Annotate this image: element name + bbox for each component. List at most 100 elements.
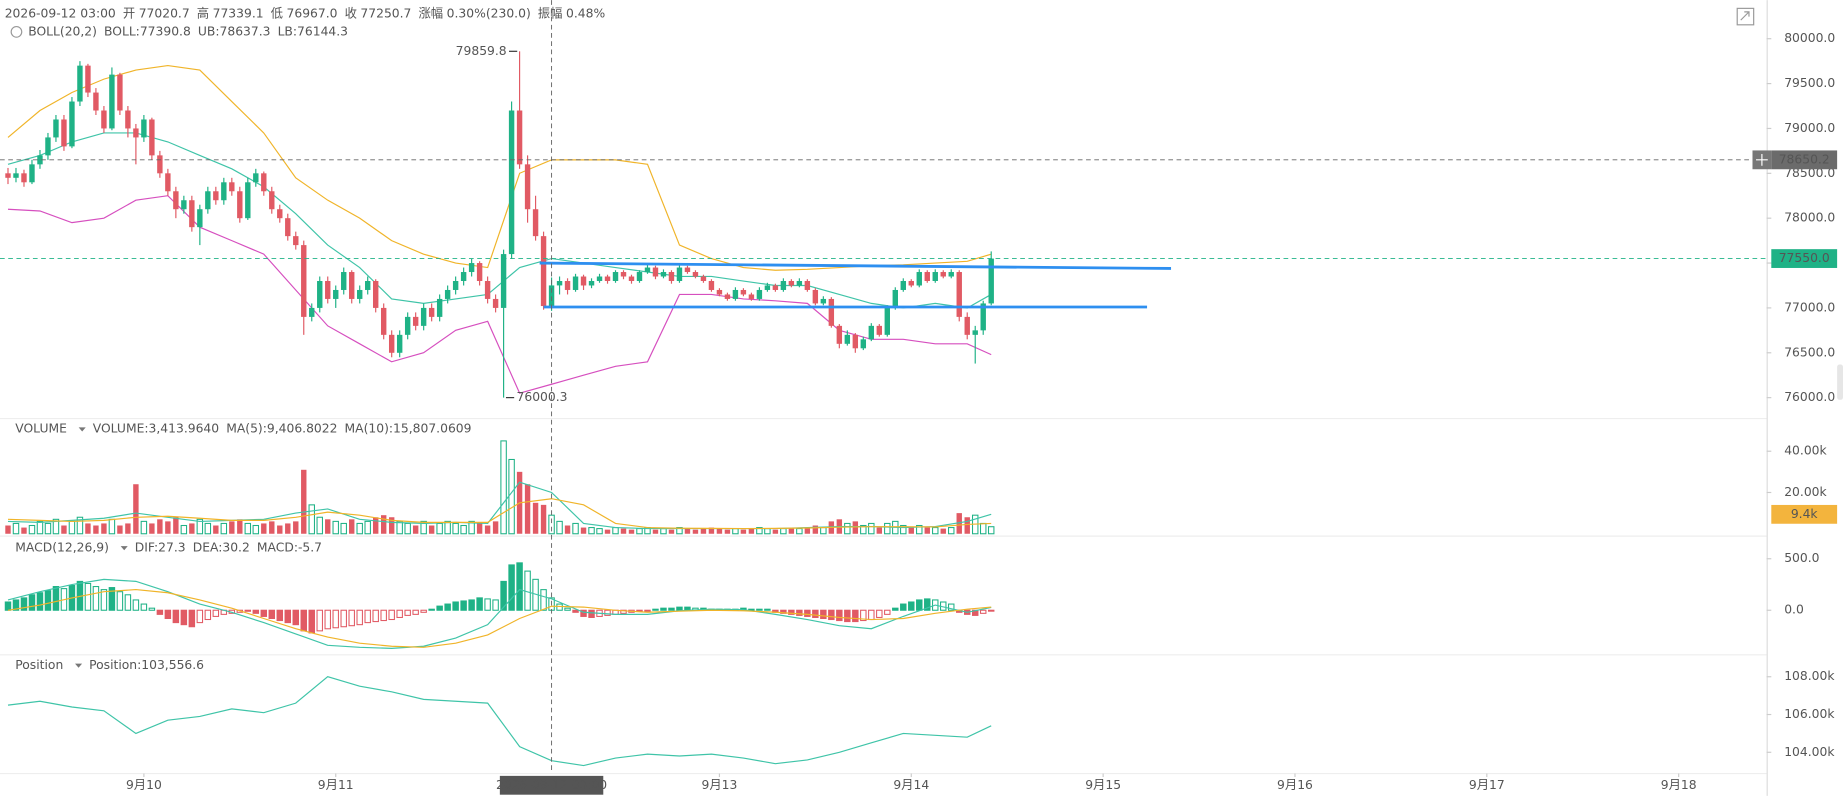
candle-body [165, 173, 171, 192]
candle-body [756, 289, 763, 299]
volume-bar [44, 522, 52, 535]
legend-item: VOLUME:3,413.9640 [93, 422, 220, 436]
candle-body [77, 65, 83, 102]
candle-body [444, 289, 451, 299]
candle-body [221, 182, 227, 201]
macd-bar [987, 609, 995, 612]
volume-bar [724, 529, 731, 534]
candle-body [540, 236, 547, 307]
candle-body [404, 316, 411, 335]
volume-bar [244, 522, 252, 535]
volume-bar [165, 521, 171, 534]
macd-bar [604, 609, 611, 616]
volume-bar [604, 529, 611, 534]
indicator-close-icon[interactable] [10, 25, 23, 38]
candle-body [916, 272, 922, 286]
macd-bar [852, 609, 859, 623]
candle-body [692, 272, 699, 277]
volume-bar [220, 522, 228, 535]
candle-body [420, 307, 427, 326]
header-label: 开 [123, 7, 135, 21]
candle-body [301, 245, 307, 317]
macd-bar [828, 609, 835, 621]
candle-body [500, 254, 507, 308]
macd-bar [524, 570, 531, 611]
macd-bar [108, 587, 116, 611]
volume-bar [21, 527, 27, 534]
volume-bar [12, 522, 20, 535]
macd-bar [332, 609, 339, 629]
volume-bar [812, 525, 819, 534]
candle-body [788, 280, 795, 286]
macd-bar [188, 609, 196, 628]
candle-body [796, 280, 803, 286]
volume-bar [924, 527, 930, 534]
volume-bar [229, 521, 235, 534]
volume-bar [612, 527, 619, 535]
candle-body [205, 191, 211, 210]
crosshair-time-label: 2026-09-12 03:00 [496, 778, 607, 792]
candle-body [828, 298, 835, 326]
macd-bar [84, 582, 92, 611]
legend-item: VOLUME [15, 422, 67, 436]
candle-body [484, 280, 491, 299]
macd-bar [252, 609, 260, 614]
legend-dropdown[interactable] [78, 427, 86, 432]
volume-bar [133, 484, 139, 534]
y-tick-label: 76500.0 [1784, 345, 1835, 359]
macd-bar [508, 564, 515, 611]
candle-body [237, 191, 243, 219]
volume-bar [860, 524, 867, 535]
legend-item: MACD:-5.7 [257, 540, 322, 554]
volume-bar [852, 521, 859, 534]
volume-bar [61, 525, 67, 534]
macd-bar [140, 603, 148, 611]
candle-body [908, 280, 914, 286]
macd-bar [284, 609, 292, 624]
legend-item: BOLL(20,2) [28, 24, 97, 38]
candle-body [548, 285, 555, 307]
macd-bar [164, 609, 172, 620]
legend-item: MA(5):9,406.8022 [226, 422, 337, 436]
volume-bar [372, 517, 379, 534]
candle-body [436, 298, 443, 317]
volume-bar [68, 520, 76, 535]
legend-item: DIF:27.3 [135, 540, 186, 554]
macd-bar [420, 609, 427, 613]
candle-body [900, 280, 906, 290]
macd-bar [308, 609, 315, 634]
macd-bar [12, 599, 20, 611]
volume-bar [388, 517, 395, 534]
volume-bar [149, 523, 155, 534]
y-tick-label: 79500.0 [1784, 76, 1835, 90]
macd-bar [948, 603, 955, 611]
annotation-label: 79859.8 [456, 44, 507, 58]
volume-bar [572, 522, 579, 535]
volume-bar [252, 524, 260, 535]
macd-bar [396, 609, 403, 618]
macd-bar [44, 590, 52, 611]
candle-body [572, 276, 579, 290]
macd-bar [36, 592, 44, 611]
macd-bar [356, 609, 363, 626]
volume-bar [325, 519, 331, 534]
indicator-line [7, 588, 992, 648]
candle-body [508, 110, 515, 255]
macd-bar [292, 609, 299, 626]
legend-dropdown[interactable] [120, 546, 128, 551]
candle-body [556, 280, 563, 286]
fullscreen-button[interactable] [1736, 7, 1755, 26]
candle-body [476, 263, 483, 281]
volume-bar [844, 522, 851, 535]
macd-bar [892, 607, 899, 611]
candle-body [261, 173, 267, 192]
volume-bar [204, 522, 212, 535]
candle-body [668, 272, 675, 281]
macd-bar [4, 601, 12, 611]
legend-dropdown[interactable] [75, 663, 83, 668]
candle-body [956, 272, 962, 317]
volume-bar [484, 525, 491, 534]
side-panel-toggle[interactable] [1837, 364, 1843, 400]
macd-bar [364, 609, 371, 624]
macd-bar [452, 601, 459, 611]
